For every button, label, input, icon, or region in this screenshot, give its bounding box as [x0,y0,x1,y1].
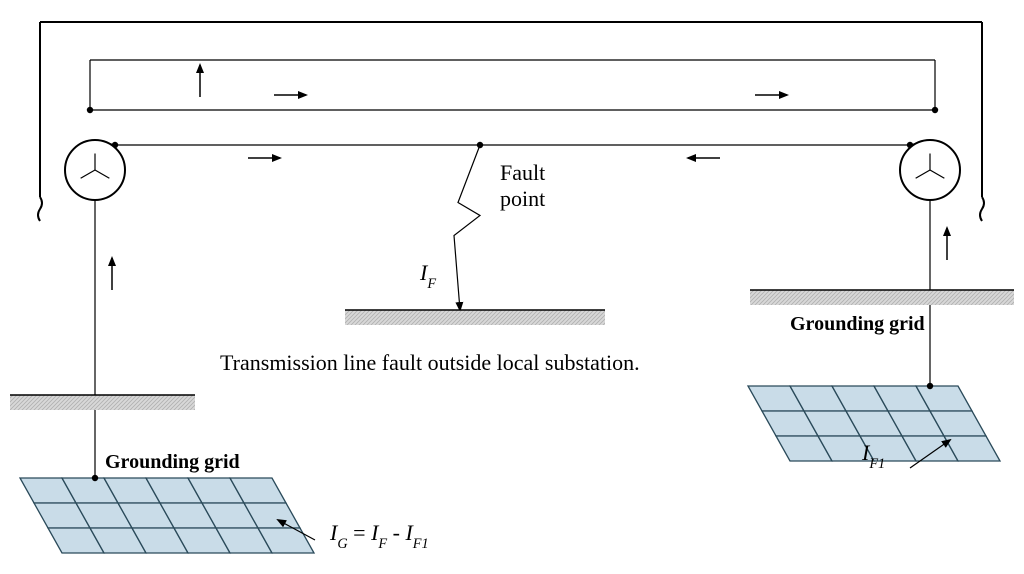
fault-line [454,145,480,310]
svg-text:Grounding grid: Grounding grid [790,313,925,335]
caption-text: Transmission line fault outside local su… [220,350,640,375]
grounding-grid [748,386,1000,461]
svg-text:point: point [500,186,545,211]
grounding-grid [20,478,314,553]
svg-text:Fault: Fault [500,160,545,185]
svg-text:IG = IF - IF1: IG = IF - IF1 [329,520,429,552]
svg-text:Grounding grid: Grounding grid [105,451,240,473]
diagram-canvas: Faultpoint IF Transmission line fault outs… [0,0,1024,574]
svg-text:IF: IF [419,260,436,292]
